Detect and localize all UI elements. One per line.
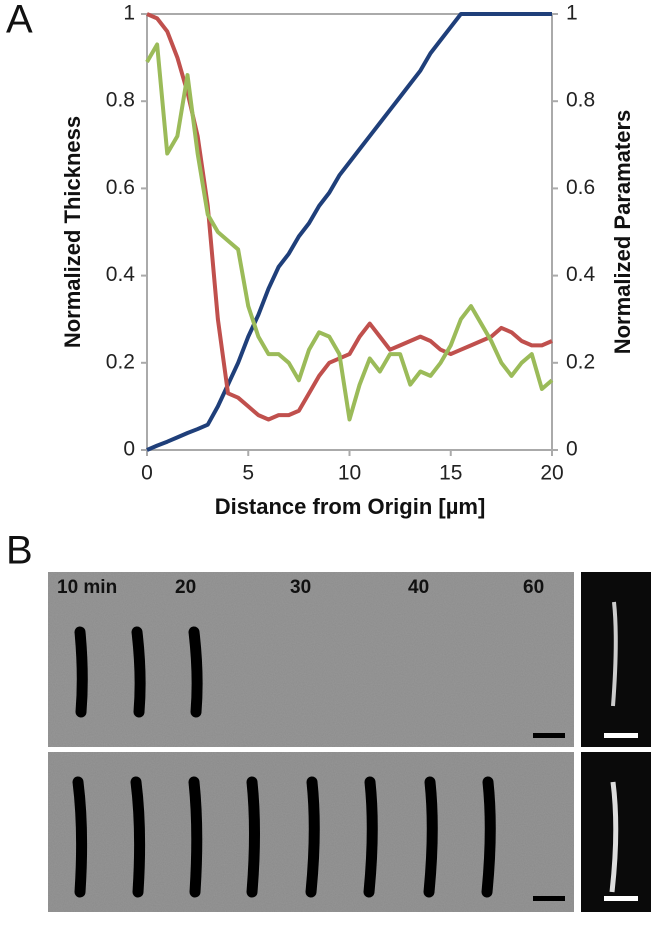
series-line bbox=[145, 42, 554, 422]
time-label: 60 bbox=[523, 577, 544, 598]
panel-label: B bbox=[6, 529, 33, 573]
cell bbox=[363, 776, 378, 898]
y2-tick-label: 1 bbox=[566, 2, 578, 25]
scale-bar bbox=[533, 733, 565, 738]
y-tick-label: 0.2 bbox=[106, 350, 135, 373]
x-tick-label: 15 bbox=[439, 462, 462, 485]
fluor-cell bbox=[609, 781, 619, 893]
series-line bbox=[146, 12, 553, 422]
x-tick-label: 20 bbox=[540, 462, 563, 485]
cell bbox=[481, 776, 496, 898]
y-tick-label: 1 bbox=[123, 2, 135, 25]
cell bbox=[423, 776, 438, 898]
y-tick-label: 0.8 bbox=[106, 89, 135, 112]
cell bbox=[246, 776, 260, 898]
time-label: 20 bbox=[175, 577, 196, 598]
scale-bar bbox=[604, 896, 638, 901]
timelapse-images: 10 min 20 30 40 60 bbox=[48, 572, 651, 912]
cells-bottom bbox=[72, 776, 496, 898]
scale-bar bbox=[604, 733, 638, 738]
y2-tick-label: 0 bbox=[566, 438, 578, 461]
time-label: 10 min bbox=[57, 577, 117, 598]
y2-tick-label: 0.2 bbox=[566, 350, 595, 373]
y2-tick-label: 0.4 bbox=[566, 263, 596, 286]
y-tick-label: 0 bbox=[123, 438, 135, 461]
cell bbox=[188, 626, 203, 718]
x-tick-label: 0 bbox=[141, 462, 153, 485]
y2-tick-label: 0.6 bbox=[566, 176, 595, 199]
time-label: 40 bbox=[408, 577, 429, 598]
cell bbox=[130, 776, 146, 898]
cell bbox=[72, 776, 88, 898]
x-tick-label: 5 bbox=[242, 462, 254, 485]
y2-tick-label: 0.8 bbox=[566, 89, 595, 112]
y-axis-label: Normalized Thickness bbox=[60, 116, 85, 348]
scale-bar bbox=[533, 896, 565, 901]
cell bbox=[188, 776, 203, 898]
image-noise bbox=[48, 572, 574, 747]
cell bbox=[74, 626, 88, 718]
y-tick-label: 0.6 bbox=[106, 176, 135, 199]
cell bbox=[131, 626, 146, 718]
y2-axis-label: Normalized Paramaters bbox=[610, 110, 635, 355]
x-axis-label: Distance from Origin [µm] bbox=[215, 494, 486, 519]
fluor-cell bbox=[611, 601, 618, 707]
time-label: 30 bbox=[290, 577, 311, 598]
panel-label: A bbox=[6, 0, 33, 42]
series-line bbox=[146, 12, 552, 452]
cells-top bbox=[74, 626, 203, 718]
y-tick-label: 0.4 bbox=[106, 263, 136, 286]
cell bbox=[305, 776, 320, 898]
x-tick-label: 10 bbox=[338, 462, 361, 485]
